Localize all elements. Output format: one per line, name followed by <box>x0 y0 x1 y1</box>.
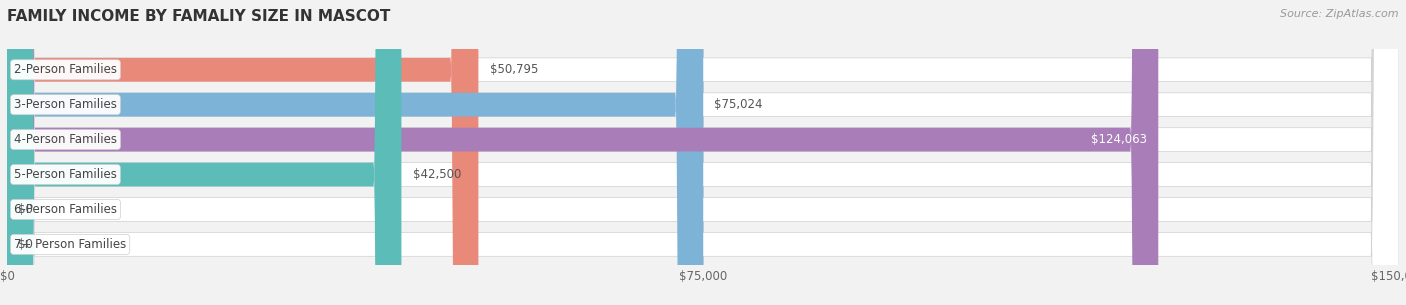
FancyBboxPatch shape <box>7 0 1159 305</box>
Text: 2-Person Families: 2-Person Families <box>14 63 117 76</box>
Text: 6-Person Families: 6-Person Families <box>14 203 117 216</box>
Text: FAMILY INCOME BY FAMALIY SIZE IN MASCOT: FAMILY INCOME BY FAMALIY SIZE IN MASCOT <box>7 9 391 24</box>
FancyBboxPatch shape <box>7 0 703 305</box>
Text: $0: $0 <box>18 238 32 251</box>
Text: 3-Person Families: 3-Person Families <box>14 98 117 111</box>
FancyBboxPatch shape <box>7 0 1399 305</box>
Text: 4-Person Families: 4-Person Families <box>14 133 117 146</box>
Text: Source: ZipAtlas.com: Source: ZipAtlas.com <box>1281 9 1399 19</box>
FancyBboxPatch shape <box>7 0 1399 305</box>
FancyBboxPatch shape <box>7 0 478 305</box>
Text: $124,063: $124,063 <box>1091 133 1147 146</box>
FancyBboxPatch shape <box>7 0 1399 305</box>
Text: $50,795: $50,795 <box>489 63 538 76</box>
FancyBboxPatch shape <box>7 0 402 305</box>
Text: $42,500: $42,500 <box>412 168 461 181</box>
FancyBboxPatch shape <box>7 0 1399 305</box>
Text: $75,024: $75,024 <box>714 98 763 111</box>
Text: $0: $0 <box>18 203 32 216</box>
Text: 7+ Person Families: 7+ Person Families <box>14 238 127 251</box>
Text: 5-Person Families: 5-Person Families <box>14 168 117 181</box>
FancyBboxPatch shape <box>7 0 1399 305</box>
FancyBboxPatch shape <box>7 0 1399 305</box>
